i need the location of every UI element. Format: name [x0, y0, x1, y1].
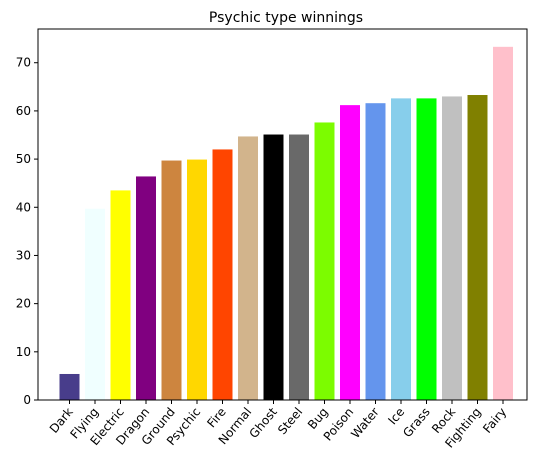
bar-fighting: [467, 95, 488, 400]
bar-grass: [416, 98, 437, 400]
y-tick-label: 60: [16, 104, 31, 118]
y-tick-label: 30: [16, 248, 31, 262]
bar-rock: [442, 96, 462, 400]
y-tick-label: 50: [16, 152, 31, 166]
bar-ground: [161, 160, 182, 400]
bar-dragon: [136, 176, 156, 400]
chart-title: Psychic type winnings: [209, 10, 363, 26]
x-tick-label: Ice: [385, 405, 407, 427]
y-tick-label: 10: [16, 345, 31, 359]
bar-normal: [238, 136, 258, 400]
bar-water: [365, 103, 386, 400]
y-axis: 0 10 20 30 40 50 60 70: [16, 56, 38, 407]
y-tick-label: 0: [23, 393, 31, 407]
y-tick-label: 20: [16, 297, 31, 311]
bar-poison: [340, 105, 360, 400]
bar-ghost: [263, 134, 284, 400]
bar-electric: [110, 190, 131, 400]
plot-frame: [37, 28, 528, 401]
bar-flying: [85, 208, 105, 400]
x-tick-label: Water: [348, 405, 382, 441]
bar-ice: [391, 98, 411, 400]
y-tick-label: 70: [16, 56, 31, 70]
x-tick-label: Steel: [275, 405, 305, 437]
bar-psychic: [187, 159, 207, 400]
bar-bug: [314, 122, 335, 400]
bar-fire: [212, 149, 233, 400]
x-tick-label: Fairy: [480, 405, 509, 436]
y-tick-label: 40: [16, 200, 31, 214]
bar-dark: [59, 373, 80, 400]
bars-group: [59, 46, 513, 400]
x-tick-label: Grass: [400, 405, 433, 440]
bar-fairy: [493, 46, 513, 400]
x-tick-label: Ghost: [246, 405, 280, 441]
bar-steel: [289, 134, 309, 400]
